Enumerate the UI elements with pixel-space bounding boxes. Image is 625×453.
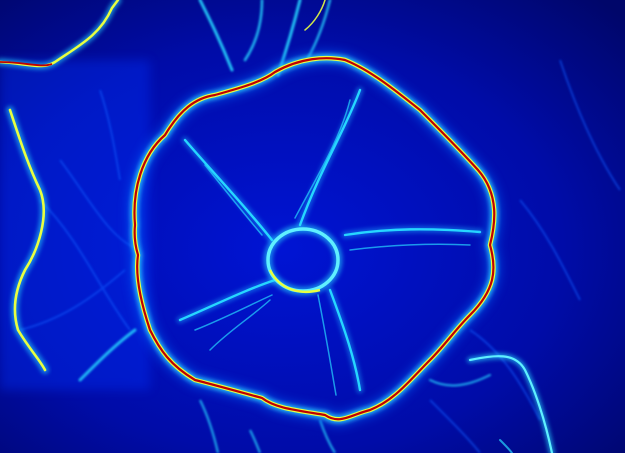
flower-rib-edges — [176, 86, 484, 396]
left-leaf-edge — [6, 106, 137, 382]
flower-center-ring — [263, 224, 343, 296]
bottom-left-edges — [199, 399, 336, 453]
flower-outer-contour — [127, 51, 502, 427]
bottom-right-leaf-edges — [429, 353, 555, 453]
top-left-leaf-contour — [0, 61, 53, 67]
faint-leaf-edges — [19, 59, 621, 453]
top-leaf-edges — [0, 0, 332, 77]
